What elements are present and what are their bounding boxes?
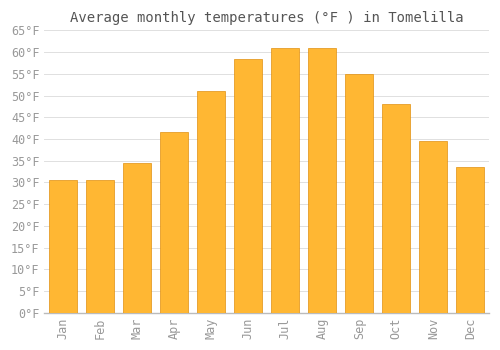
Bar (49, 180, 77, 313)
Bar (382, 104, 410, 313)
Title: Average monthly temperatures (°F ) in Tomelilla: Average monthly temperatures (°F ) in To… (70, 11, 464, 25)
Bar (197, 91, 225, 313)
Bar (308, 48, 336, 313)
Bar (272, 48, 299, 313)
Bar (346, 74, 373, 313)
Bar (234, 59, 262, 313)
Bar (86, 180, 114, 313)
Bar (420, 141, 447, 313)
Bar (123, 163, 151, 313)
Bar (160, 132, 188, 313)
Bar (456, 167, 484, 313)
